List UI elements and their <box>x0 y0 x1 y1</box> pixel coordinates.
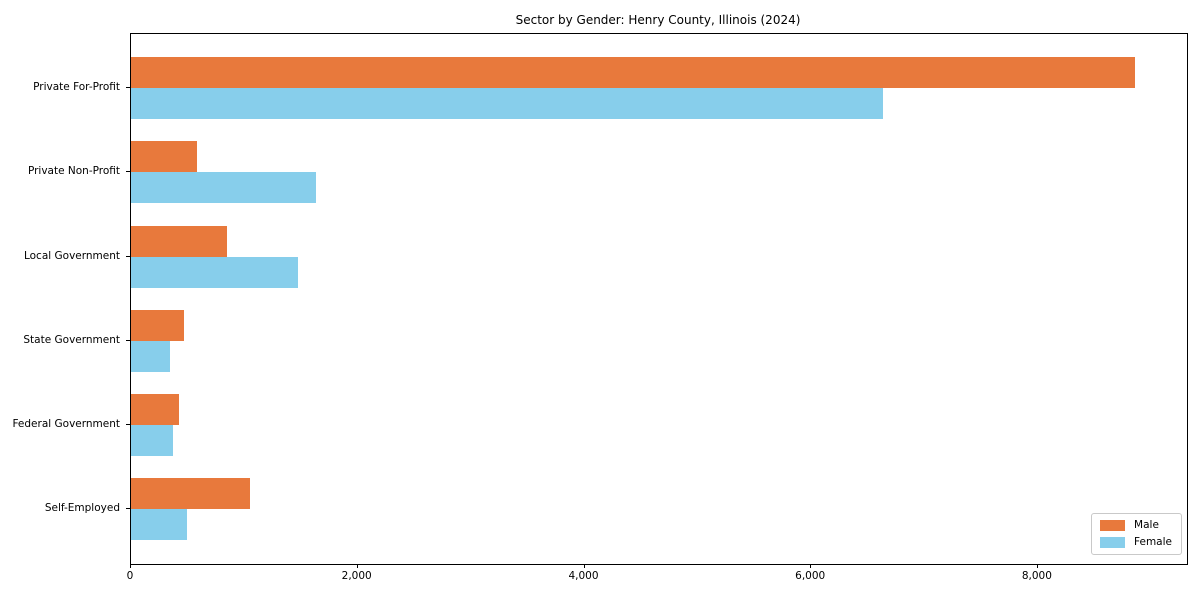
y-tick-label: Private For-Profit <box>33 81 120 93</box>
bar-female-4 <box>131 425 173 457</box>
y-tick-mark <box>126 339 130 341</box>
bar-male-2 <box>131 225 227 257</box>
x-tick-label: 4,000 <box>568 570 599 582</box>
x-tick-label: 6,000 <box>795 570 826 582</box>
legend-item-male: Male <box>1100 520 1172 531</box>
bar-male-3 <box>131 309 184 341</box>
y-tick-mark <box>126 508 130 510</box>
x-tick-mark <box>583 564 585 568</box>
bar-female-2 <box>131 256 298 288</box>
x-tick-label: 0 <box>126 570 134 582</box>
y-tick-label: Federal Government <box>12 418 120 431</box>
y-tick-label: State Government <box>23 333 120 346</box>
bar-female-5 <box>131 509 188 541</box>
x-tick-label: 8,000 <box>1021 570 1052 582</box>
y-tick-label: Self-Employed <box>44 502 120 515</box>
legend: Male Female <box>1091 513 1182 555</box>
x-tick-mark <box>810 564 812 568</box>
bar-male-1 <box>131 141 197 173</box>
y-tick-label: Private Non-Profit <box>27 165 120 178</box>
legend-item-female: Female <box>1100 537 1172 548</box>
plot-area: Male Female <box>130 33 1188 565</box>
bar-female-1 <box>131 172 316 204</box>
bar-male-0 <box>131 57 1136 88</box>
y-tick-label: Local Government <box>23 249 120 262</box>
legend-swatch-female-icon <box>1100 537 1126 548</box>
x-tick-mark <box>356 564 358 568</box>
y-tick-mark <box>126 87 130 88</box>
bar-male-4 <box>131 394 180 426</box>
bar-female-0 <box>131 88 883 119</box>
x-tick-mark <box>1036 564 1038 568</box>
legend-label-male: Male <box>1134 519 1159 531</box>
x-tick-mark <box>130 564 131 568</box>
bar-male-5 <box>131 478 250 510</box>
chart-title: Sector by Gender: Henry County, Illinois… <box>515 13 801 27</box>
y-tick-mark <box>126 424 130 426</box>
bar-female-3 <box>131 340 171 372</box>
y-tick-mark <box>126 255 130 257</box>
legend-label-female: Female <box>1134 536 1172 548</box>
y-tick-mark <box>126 171 130 173</box>
x-tick-label: 2,000 <box>341 570 372 582</box>
legend-swatch-male-icon <box>1100 520 1126 531</box>
